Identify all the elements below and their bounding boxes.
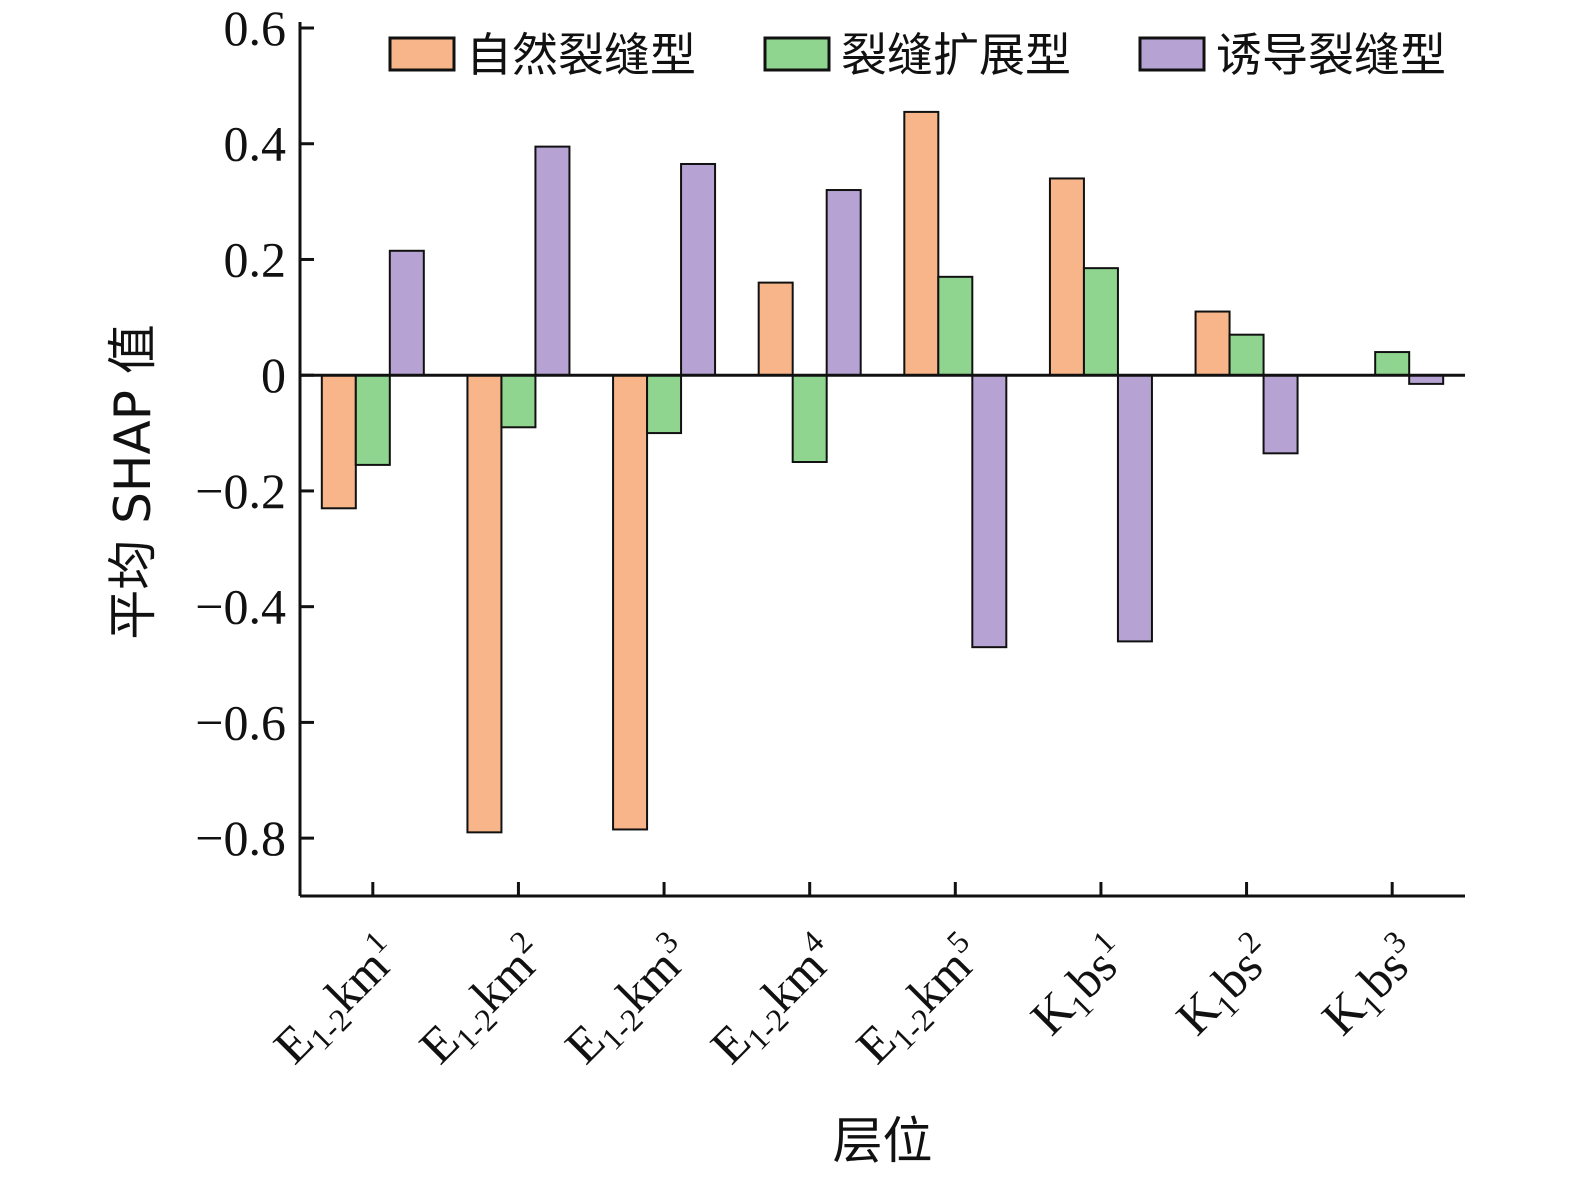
- legend-swatch: [763, 36, 831, 72]
- bar-series-1-cat-1: [320, 374, 357, 510]
- y-tick-label: 0.4: [224, 116, 287, 172]
- y-tick-label: 0: [261, 347, 286, 403]
- bar-series-1-cat-2: [466, 374, 503, 834]
- y-tick-label: 0.6: [224, 0, 287, 56]
- x-category-label: E1-2km4: [697, 923, 852, 1078]
- bar-series-2-cat-8: [1374, 351, 1411, 377]
- legend-label: 裂缝扩展型: [841, 28, 1071, 82]
- legend-label: 自然裂缝型: [466, 28, 696, 82]
- bar-series-3-cat-2: [534, 145, 571, 377]
- bar-series-2-cat-3: [646, 374, 683, 435]
- x-category-label: K1bs3: [1308, 923, 1434, 1049]
- bar-series-1-cat-6: [1048, 177, 1085, 377]
- x-category-label: K1bs1: [1017, 923, 1143, 1049]
- legend-swatch: [1138, 36, 1206, 72]
- legend-swatch: [388, 36, 456, 72]
- bar-series-2-cat-5: [937, 275, 974, 377]
- bar-series-1-cat-7: [1194, 310, 1231, 377]
- x-category-label: E1-2km2: [406, 923, 561, 1078]
- y-axis-title: 平均 SHAP 值: [104, 324, 162, 639]
- axes-layer: [298, 22, 1465, 898]
- y-tick-label: −0.2: [195, 463, 286, 519]
- y-tick-label: −0.4: [195, 579, 286, 635]
- x-category-label: E1-2km5: [842, 923, 997, 1078]
- bar-series-1-cat-4: [757, 281, 794, 377]
- y-tick-label: 0.2: [224, 231, 287, 287]
- bar-series-1-cat-3: [612, 374, 649, 831]
- bar-series-2-cat-2: [500, 374, 537, 429]
- bar-series-3-cat-5: [971, 374, 1008, 649]
- bar-series-3-cat-7: [1262, 374, 1299, 455]
- x-axis-title: 层位: [833, 1112, 933, 1170]
- bars-layer: [320, 110, 1445, 834]
- legend: 自然裂缝型 裂缝扩展型 诱导裂缝型: [388, 28, 1446, 82]
- y-ticks-layer: 0.6 0.4 0.2 0 −0.2 −0.4 −0.6 −0.8: [195, 0, 314, 866]
- bar-series-2-cat-4: [791, 374, 828, 464]
- x-category-label: K1bs2: [1162, 923, 1288, 1049]
- bar-series-1-cat-5: [903, 110, 940, 377]
- legend-label: 诱导裂缝型: [1216, 28, 1446, 82]
- bar-series-3-cat-3: [680, 162, 717, 377]
- bar-series-2-cat-1: [354, 374, 391, 466]
- y-tick-label: −0.8: [195, 810, 286, 866]
- x-category-label: E1-2km3: [551, 923, 706, 1078]
- y-tick-label: −0.6: [195, 694, 286, 750]
- bar-series-2-cat-6: [1082, 267, 1119, 377]
- bar-series-3-cat-4: [825, 189, 862, 377]
- bar-series-3-cat-6: [1116, 374, 1153, 643]
- bar-series-3-cat-1: [388, 249, 425, 377]
- x-category-label: E1-2km1: [260, 923, 415, 1078]
- bar-series-2-cat-7: [1228, 333, 1265, 377]
- x-category-labels: E1-2km1E1-2km2E1-2km3E1-2km4E1-2km5K1bs1…: [260, 923, 1434, 1078]
